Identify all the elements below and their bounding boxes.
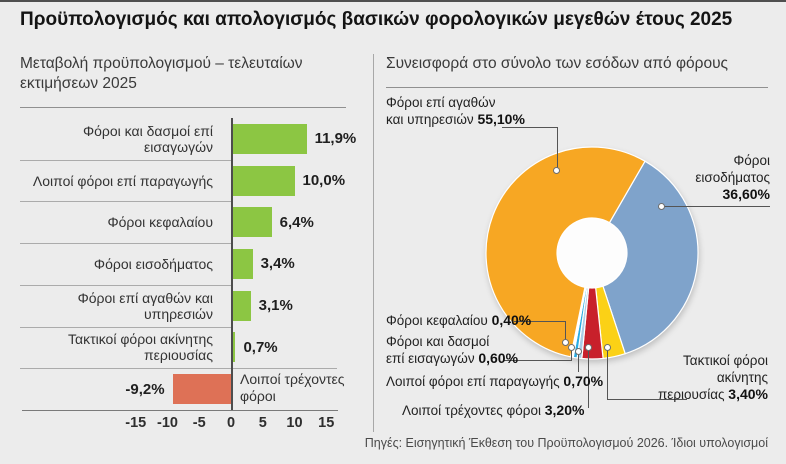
bar xyxy=(231,165,295,196)
callout-income-line2: εισοδήματος xyxy=(695,170,770,185)
bar-row-label: Φόροι κεφαλαίου xyxy=(107,214,213,231)
callout-dot-income xyxy=(658,203,665,210)
bar-row-label: Φόροι επί αγαθών και υπηρεσιών xyxy=(77,289,213,322)
bar-value-label: 11,9% xyxy=(314,130,357,148)
callout-production-value: 0,70% xyxy=(563,373,604,389)
bar-value-label: 3,1% xyxy=(258,297,293,315)
leader-line-capital xyxy=(514,321,566,322)
callout-production-line1: Λοιποί φόροι επί παραγωγής xyxy=(386,374,560,389)
leader-line-goods xyxy=(502,127,558,128)
row-separator xyxy=(20,201,231,203)
callout-property-value: 3,40% xyxy=(728,386,768,402)
page-title: Προϋπολογισμός και απολογισμός βασικών φ… xyxy=(20,9,733,30)
bar-row-label: Φόροι και δασμοί επί εισαγωγών xyxy=(82,122,213,155)
axis-zero-line xyxy=(231,118,233,410)
callout-current-value: 3,20% xyxy=(544,402,585,418)
donut-chart xyxy=(485,146,699,360)
x-tick: -10 xyxy=(157,414,178,431)
bar-value-label: 0,7% xyxy=(243,338,278,356)
callout-imports: Φόροι και δασμοί επί εισαγωγών 0,60% xyxy=(386,333,518,367)
bar xyxy=(231,248,253,279)
callout-dot-current xyxy=(585,344,592,351)
row-separator xyxy=(20,326,231,328)
callout-goods: Φόροι επί αγαθών και υπηρεσιών 55,10% xyxy=(386,94,525,128)
x-tick: 15 xyxy=(318,414,335,431)
row-separator xyxy=(20,159,231,161)
callout-property-line3: περιουσίας xyxy=(657,387,725,402)
callout-income: Φόροι εισοδήματος 36,60% xyxy=(650,152,770,203)
callout-goods-value: 55,10% xyxy=(477,111,525,127)
callout-capital-line1: Φόροι κεφαλαίου xyxy=(386,313,488,328)
right-subtitle-rule xyxy=(386,87,768,88)
bar-value-label: 3,4% xyxy=(260,255,295,273)
row-separator xyxy=(20,243,231,245)
donut-slice-0 xyxy=(602,160,699,355)
left-chart-subtitle: Μεταβολή προϋπολογισμού – τελευταίων εκτ… xyxy=(20,55,303,92)
callout-property-line2: ακίνητης xyxy=(716,370,768,385)
leader-line-production xyxy=(578,353,579,372)
callout-property-line1: Τακτικοί φόροι xyxy=(683,353,768,368)
bar xyxy=(231,123,307,154)
callout-dot-goods xyxy=(553,167,560,174)
donut-hole xyxy=(557,218,627,288)
callout-goods-line2: και υπηρεσιών xyxy=(386,112,474,127)
right-chart-subtitle: Συνεισφορά στο σύνολο των εσόδων από φόρ… xyxy=(386,55,729,72)
row-separator xyxy=(20,284,231,286)
bar xyxy=(231,332,236,363)
leader-line-capital xyxy=(565,321,566,341)
callout-dot-property xyxy=(604,344,611,351)
left-subtitle-rule xyxy=(20,107,346,108)
top-border xyxy=(0,0,786,2)
leader-line-property xyxy=(607,349,608,399)
leader-line-goods xyxy=(557,127,558,169)
panel-divider xyxy=(373,54,374,432)
callout-capital-value: 0,40% xyxy=(491,312,532,328)
callout-property: Τακτικοί φόροι ακίνητης περιουσίας 3,40% xyxy=(648,352,768,403)
x-axis xyxy=(22,409,338,411)
callout-imports-value: 0,60% xyxy=(478,350,519,366)
callout-imports-line2: επί εισαγωγών xyxy=(386,351,475,366)
bar-row-label: Φόροι εισοδήματος xyxy=(93,255,213,272)
bar xyxy=(231,290,251,321)
callout-dot-production xyxy=(575,348,582,355)
bar-value-label: -9,2% xyxy=(125,380,165,398)
callout-income-line1: Φόροι xyxy=(733,153,770,168)
leader-line-imports xyxy=(571,349,572,361)
callout-production: Λοιποί φόροι επί παραγωγής 0,70% xyxy=(386,373,603,390)
bar-row-label: Τακτικοί φόροι ακίνητης περιουσίας xyxy=(67,331,213,364)
x-tick: 5 xyxy=(258,414,267,431)
callout-capital: Φόροι κεφαλαίου 0,40% xyxy=(386,312,531,329)
bar-chart: Φόροι και δασμοί επί εισαγωγών 11,9% Λοιπο… xyxy=(20,118,356,438)
callout-goods-line1: Φόροι επί αγαθών xyxy=(386,95,496,110)
bar-row-label: Λοιποί τρέχοντες φόροι xyxy=(240,371,345,405)
bar xyxy=(231,207,272,238)
x-tick: 10 xyxy=(286,414,303,431)
callout-current-line1: Λοιποί τρέχοντες φόροι xyxy=(402,403,541,418)
leader-line-property xyxy=(607,399,687,400)
callout-income-value: 36,60% xyxy=(722,186,770,202)
callout-imports-line1: Φόροι και δασμοί xyxy=(386,334,490,349)
bar-value-label: 6,4% xyxy=(279,213,314,231)
leader-line-current xyxy=(588,349,589,408)
x-tick: 0 xyxy=(226,414,236,431)
bar-value-label: 10,0% xyxy=(302,172,346,190)
bar-row-label: Λοιποί φόροι επί παραγωγής xyxy=(32,172,213,189)
callout-dot-imports xyxy=(568,344,575,351)
leader-line-income xyxy=(664,206,770,207)
x-tick: -15 xyxy=(125,414,147,431)
x-tick: -5 xyxy=(192,414,206,431)
leader-line-imports xyxy=(504,360,572,361)
bar xyxy=(172,374,231,405)
callout-current: Λοιποί τρέχοντες φόροι 3,20% xyxy=(402,402,584,419)
donut-slice-6 xyxy=(485,146,646,358)
row-separator xyxy=(20,368,337,370)
source-note: Πηγές: Εισηγητική Έκθεση του Προϋπολογισ… xyxy=(364,436,768,450)
callout-dot-capital xyxy=(562,339,569,346)
